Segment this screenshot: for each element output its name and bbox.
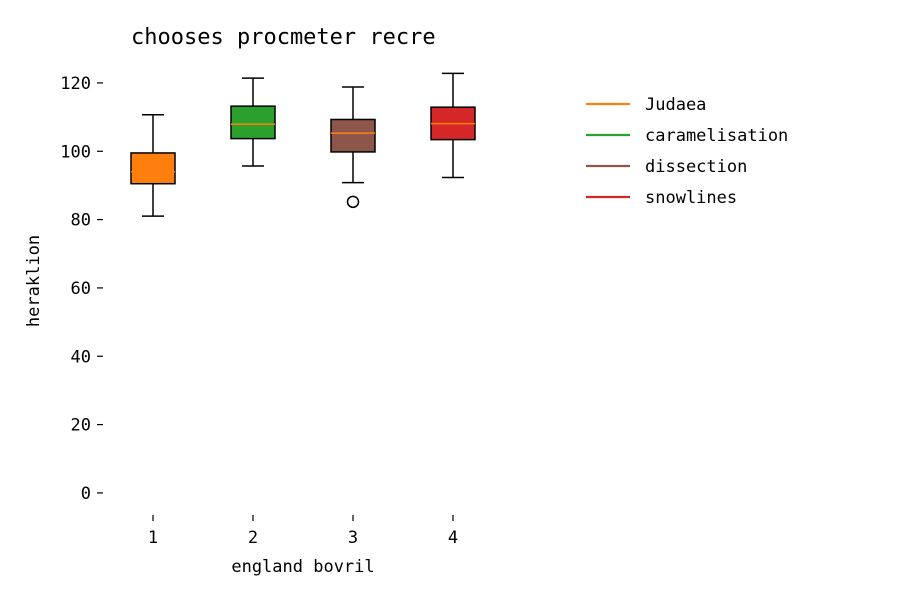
box-series-group bbox=[130, 72, 476, 217]
legend: Judaea caramelisation dissection snowlines bbox=[586, 95, 788, 208]
y-tick-label: 20 bbox=[71, 416, 91, 436]
outlier-point bbox=[346, 195, 360, 209]
y-tick-label: 120 bbox=[60, 74, 91, 94]
box-Judaea bbox=[130, 113, 176, 217]
legend-label: Judaea bbox=[645, 95, 706, 115]
y-tick-label: 60 bbox=[71, 279, 91, 299]
legend-label: dissection bbox=[645, 157, 747, 177]
legend-item: dissection bbox=[586, 157, 747, 177]
x-axis: 1 2 3 4 bbox=[148, 515, 458, 548]
box-caramelisation bbox=[230, 77, 276, 167]
y-axis: 0 20 40 60 80 100 120 bbox=[60, 74, 103, 504]
box-dissection bbox=[330, 86, 376, 209]
box-snowlines bbox=[430, 72, 476, 179]
y-tick-label: 0 bbox=[81, 484, 91, 504]
legend-item: caramelisation bbox=[586, 126, 788, 146]
y-tick-label: 40 bbox=[71, 347, 91, 367]
box-iqr bbox=[330, 118, 376, 153]
legend-label: snowlines bbox=[645, 188, 737, 208]
box-iqr bbox=[230, 105, 276, 140]
chart-title: chooses procmeter recre bbox=[131, 25, 436, 50]
y-tick-label: 100 bbox=[60, 142, 91, 162]
legend-label: caramelisation bbox=[645, 126, 788, 146]
y-tick-label: 80 bbox=[71, 211, 91, 231]
box-iqr bbox=[130, 152, 176, 185]
x-axis-label: england bovril bbox=[231, 557, 374, 577]
legend-item: Judaea bbox=[586, 95, 706, 115]
x-tick-label: 1 bbox=[148, 528, 158, 548]
x-tick-label: 4 bbox=[448, 528, 458, 548]
x-tick-label: 2 bbox=[248, 528, 258, 548]
legend-item: snowlines bbox=[586, 188, 737, 208]
x-tick-label: 3 bbox=[348, 528, 358, 548]
y-axis-label: heraklion bbox=[24, 235, 44, 327]
